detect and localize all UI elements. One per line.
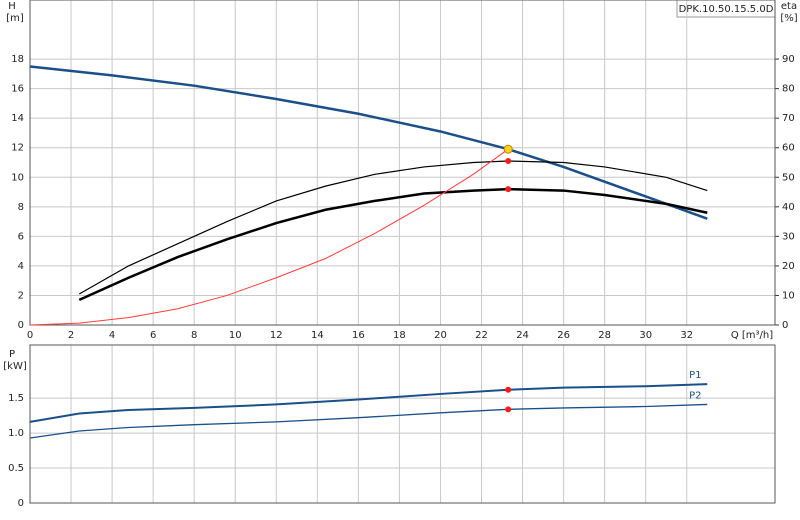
y-tick-label: 8 [18,202,24,213]
model-label: DPK.10.50.15.5.0D [679,4,774,15]
legend-label: P2 [689,390,701,401]
x-label: Q [m³/h] [731,330,773,341]
y-label: H [8,1,16,12]
y-tick-label: 10 [11,172,24,183]
y-tick-label: 1.5 [8,393,24,404]
y2-tick-label: 0 [782,320,788,331]
curve [29,65,708,220]
y-tick-label: 0 [18,498,24,509]
y-tick-label: 1.0 [8,428,24,439]
x-tick-label: 16 [352,330,365,341]
operating-point [505,386,512,393]
y-tick-label: 14 [11,113,24,124]
y-tick-label: 12 [11,143,24,154]
curve [78,160,708,295]
y-tick-label: 2 [18,290,24,301]
y2-label: eta [781,1,797,12]
y-unit: [m] [6,13,24,24]
operating-point [505,158,512,165]
x-tick-label: 30 [639,330,652,341]
operating-point [503,144,513,154]
x-tick-label: 10 [229,330,242,341]
x-tick-label: 32 [680,330,693,341]
x-tick-label: 26 [557,330,570,341]
plot-frame [29,0,776,326]
y2-tick-label: 80 [782,84,795,95]
x-tick-label: 6 [150,330,156,341]
x-tick-label: 4 [109,330,115,341]
plot-frame [29,344,776,504]
x-tick-label: 12 [270,330,283,341]
y-label: P [9,349,15,360]
y-tick-label: 0.5 [8,463,24,474]
y2-unit: [%] [780,13,797,24]
legend-label: P1 [689,370,701,381]
y2-tick-label: 60 [782,143,795,154]
y-tick-label: 6 [18,231,24,242]
y2-tick-label: 70 [782,113,795,124]
y2-tick-label: 90 [782,54,795,65]
y-tick-label: 0 [18,320,24,331]
x-tick-label: 20 [434,330,447,341]
y-tick-label: 18 [11,54,24,65]
operating-point [505,186,512,193]
y-tick-label: 16 [11,84,24,95]
curve [29,383,708,423]
x-tick-label: 14 [311,330,324,341]
x-tick-label: 22 [475,330,488,341]
x-tick-label: 18 [393,330,406,341]
x-tick-label: 0 [27,330,33,341]
y2-tick-label: 30 [782,231,795,242]
y-tick-label: 4 [18,261,24,272]
curve [78,187,708,302]
y2-tick-label: 20 [782,261,795,272]
operating-point [505,406,512,413]
y2-tick-label: 10 [782,290,795,301]
curve [29,403,708,439]
x-tick-label: 24 [516,330,529,341]
x-tick-label: 2 [68,330,74,341]
x-tick-label: 28 [598,330,611,341]
y-unit: [kW] [3,361,27,372]
curve [29,148,509,326]
y2-tick-label: 40 [782,202,795,213]
x-tick-label: 8 [191,330,197,341]
y2-tick-label: 50 [782,172,795,183]
